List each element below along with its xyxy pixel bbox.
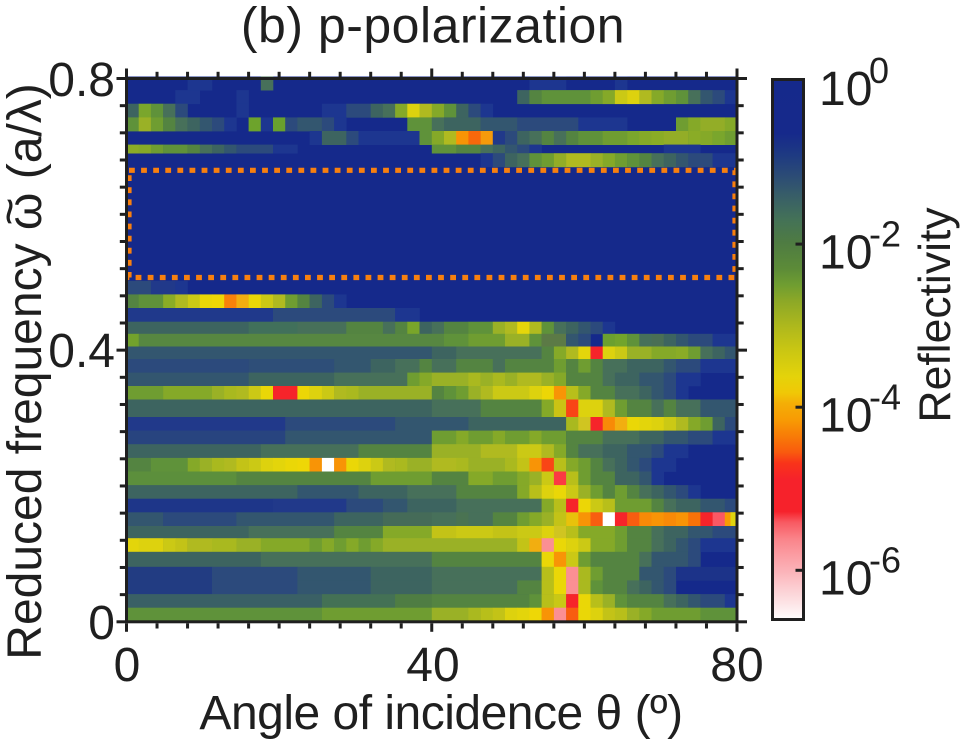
svg-text:0: 0 bbox=[869, 50, 889, 91]
svg-text:0.8: 0.8 bbox=[48, 54, 115, 107]
svg-text:0.4: 0.4 bbox=[48, 325, 115, 378]
svg-text:10: 10 bbox=[819, 63, 872, 116]
svg-text:40: 40 bbox=[406, 639, 459, 692]
svg-text:-4: -4 bbox=[869, 376, 901, 417]
svg-text:-6: -6 bbox=[869, 540, 901, 581]
svg-text:(b) p-polarization: (b) p-polarization bbox=[241, 0, 625, 54]
svg-text:10: 10 bbox=[819, 226, 872, 279]
svg-text:10: 10 bbox=[819, 553, 872, 606]
svg-text:Reflectivity: Reflectivity bbox=[911, 207, 960, 423]
svg-text:Reduced frequency ω (a/λ): Reduced frequency ω (a/λ) bbox=[0, 83, 52, 659]
svg-text:80: 80 bbox=[710, 639, 763, 692]
svg-text:10: 10 bbox=[819, 389, 872, 442]
svg-text:-2: -2 bbox=[869, 213, 901, 254]
svg-text:~: ~ bbox=[0, 197, 37, 225]
svg-text:Angle of incidence θ (º): Angle of incidence θ (º) bbox=[199, 687, 682, 740]
svg-text:0: 0 bbox=[88, 597, 115, 650]
svg-text:0: 0 bbox=[114, 639, 141, 692]
